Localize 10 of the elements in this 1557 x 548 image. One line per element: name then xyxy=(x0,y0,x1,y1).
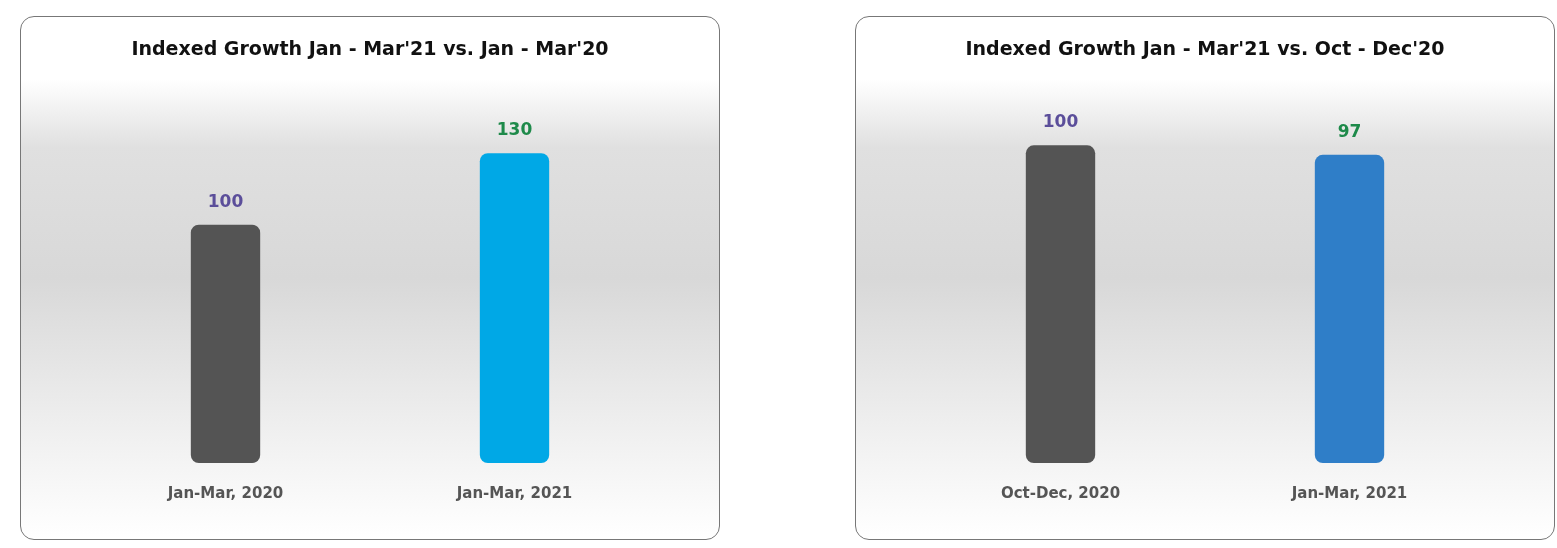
data-label: 100 xyxy=(1042,111,1079,132)
chart-title: Indexed Growth Jan - Mar'21 vs. Jan - Mar'20 xyxy=(131,37,609,60)
x-tick-label: Jan-Mar, 2020 xyxy=(166,483,284,502)
x-tick-label: Oct-Dec, 2020 xyxy=(1000,483,1121,502)
chart-title: Indexed Growth Jan - Mar'21 vs. Oct - Dec'20 xyxy=(965,37,1445,60)
data-label: 97 xyxy=(1337,120,1362,141)
data-label: 130 xyxy=(496,119,533,140)
x-tick-label: Jan-Mar, 2021 xyxy=(455,483,573,502)
data-label: 100 xyxy=(207,190,244,211)
x-tick-label: Jan-Mar, 2021 xyxy=(1290,483,1408,502)
